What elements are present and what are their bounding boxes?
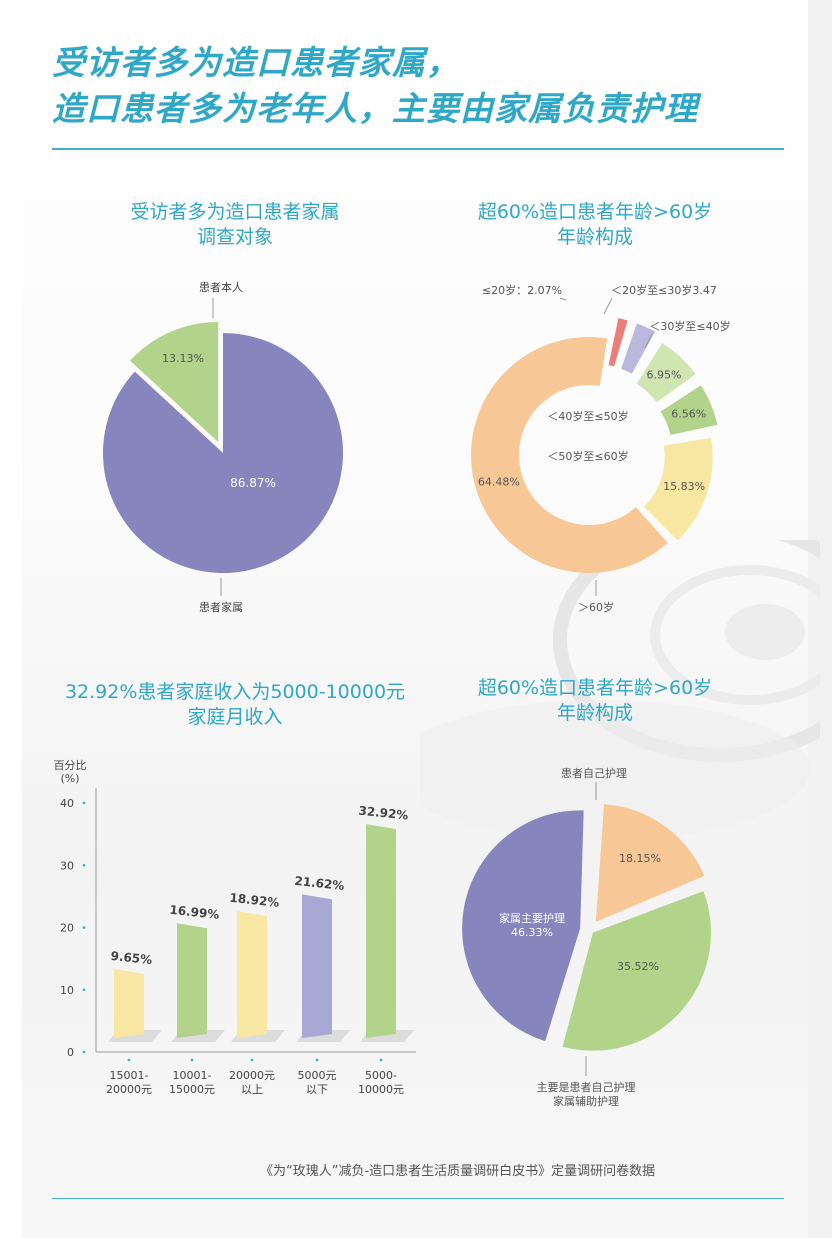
y-tick-label-20: 20: [60, 922, 74, 935]
donut-slice-age-20-30: [621, 323, 656, 374]
value-label-age-30-40: 6.95%: [647, 369, 682, 382]
y-tick-label-10: 10: [60, 984, 74, 997]
leader-line-age-20-30: [603, 297, 613, 315]
pie-slice-self-with-family-help: [562, 891, 711, 1051]
income-chart-title: 32.92%患者家庭收入为5000-10000元 家庭月收入: [40, 680, 430, 730]
y-axis-title: 百分比(%): [54, 759, 87, 785]
x-tick-label-5000-10000: 5000-10000元: [358, 1069, 404, 1096]
bar-15001-20000: [114, 968, 144, 1038]
category-label-patient-self: 患者本人: [199, 280, 243, 294]
value-label-family-main-care: 家属主要护理 46.33%: [499, 911, 565, 939]
category-label-self-with-family-help: 主要是患者自己护理家属辅助护理: [537, 1080, 636, 1108]
age-title-line-1: 超60%造口患者年龄>60岁: [477, 201, 713, 223]
value-label-patient-self: 13.13%: [162, 352, 204, 365]
donut-slice-age-30-40: [636, 343, 696, 403]
value-label-patient-family: 86.87%: [230, 476, 276, 490]
respondents-title-line-1: 受访者多为造口患者家属: [130, 201, 340, 223]
care-title-line-2: 年龄构成: [556, 702, 633, 724]
category-label-age-50-60: ＜50岁至≤60岁: [547, 449, 628, 463]
y-tick-dot-0: [82, 1050, 86, 1054]
data-source-note: 《为“玫瑰人”减负-造口患者生活质量调研白皮书》定量调研问卷数据: [260, 1164, 656, 1179]
income-title-line-1: 32.92%患者家庭收入为5000-10000元: [64, 681, 406, 703]
pie-slice-patient-self: [130, 322, 219, 443]
category-label-age-40-50: ＜40岁至≤50岁: [547, 409, 628, 423]
x-tick-label-over-20000: 20000元以上: [229, 1069, 275, 1096]
value-label-age-40-50: 6.56%: [671, 408, 706, 421]
x-tick-dot-10001-15000: [190, 1058, 194, 1062]
value-label-age-50-60: 15.83%: [663, 480, 705, 493]
category-label-self-care: 患者自己护理: [561, 766, 627, 780]
care-chart-title: 超60%造口患者年龄>60岁 年龄构成: [440, 676, 750, 726]
income-title-line-2: 家庭月收入: [187, 706, 283, 728]
age-chart-title: 超60%造口患者年龄>60岁 年龄构成: [440, 200, 750, 250]
category-label-age-over-60: ＞60岁: [578, 600, 614, 614]
x-tick-dot-under-5000: [315, 1058, 319, 1062]
bottom-divider: [52, 1198, 784, 1199]
y-tick-dot-20: [82, 926, 86, 929]
x-tick-label-10001-15000: 10001-15000元: [169, 1069, 215, 1096]
headline: 受访者多为造口患者家属， 造口患者多为老年人，主要由家属负责护理: [52, 40, 792, 132]
age-title-line-2: 年龄构成: [556, 226, 633, 248]
donut-slice-age-under-20: [608, 318, 628, 367]
pie-slice-patient-family: [102, 333, 343, 573]
left-margin: [0, 0, 22, 1238]
top-divider: [52, 148, 784, 150]
bar-value-label-15001-20000: 9.65%: [110, 949, 153, 967]
headline-line-2: 造口患者多为老年人，主要由家属负责护理: [52, 89, 698, 128]
y-tick-label-30: 30: [60, 859, 74, 872]
respondents-chart-title: 受访者多为造口患者家属 调查对象: [60, 200, 410, 250]
headline-line-1: 受访者多为造口患者家属，: [52, 43, 460, 82]
donut-slice-age-40-50: [660, 385, 718, 435]
x-tick-dot-over-20000: [250, 1058, 254, 1062]
pie-slice-self-care: [595, 804, 705, 922]
y-tick-dot-40: [82, 801, 86, 805]
x-tick-dot-15001-20000: [127, 1058, 131, 1062]
background-decoration: [420, 540, 820, 840]
pie-slice-family-main-care: [462, 810, 584, 1042]
x-tick-dot-5000-10000: [379, 1058, 383, 1062]
y-tick-dot-10: [82, 988, 86, 992]
respondents-title-line-2: 调查对象: [196, 226, 273, 248]
care-title-line-1: 超60%造口患者年龄>60岁: [477, 677, 713, 699]
leader-line-age-30-40: [644, 333, 653, 349]
donut-slice-age-over-60: [471, 337, 668, 573]
bar-over-20000: [237, 911, 267, 1038]
bar-10001-15000: [177, 923, 207, 1038]
y-tick-label-40: 40: [60, 797, 74, 810]
value-label-age-over-60: 64.48%: [478, 476, 520, 489]
y-tick-dot-30: [82, 863, 86, 867]
right-margin: [808, 0, 832, 1238]
bar-under-5000: [302, 894, 332, 1038]
bar-5000-10000: [366, 824, 396, 1038]
bar-value-label-5000-10000: 32.92%: [358, 804, 409, 823]
x-tick-label-15001-20000: 15001-20000元: [106, 1069, 152, 1096]
category-label-age-30-40: ＜30岁至≤40岁: [649, 319, 730, 333]
category-label-age-under-20: ≤20岁：2.07%: [482, 283, 562, 297]
leader-line-age-under-20: [559, 297, 567, 301]
bar-value-label-under-5000: 21.62%: [294, 874, 345, 893]
donut-slice-age-50-60: [643, 437, 713, 541]
y-tick-label-0: 0: [67, 1046, 74, 1059]
category-label-patient-family: 患者家属: [199, 600, 243, 614]
x-tick-label-under-5000: 5000元以下: [298, 1069, 337, 1096]
bar-value-label-10001-15000: 16.99%: [169, 903, 220, 922]
value-label-self-care: 18.15%: [619, 852, 661, 865]
value-label-self-with-family-help: 35.52%: [617, 960, 659, 973]
category-label-age-20-30: ＜20岁至≤30岁3.47: [611, 283, 717, 297]
bar-value-label-over-20000: 18.92%: [229, 891, 280, 910]
